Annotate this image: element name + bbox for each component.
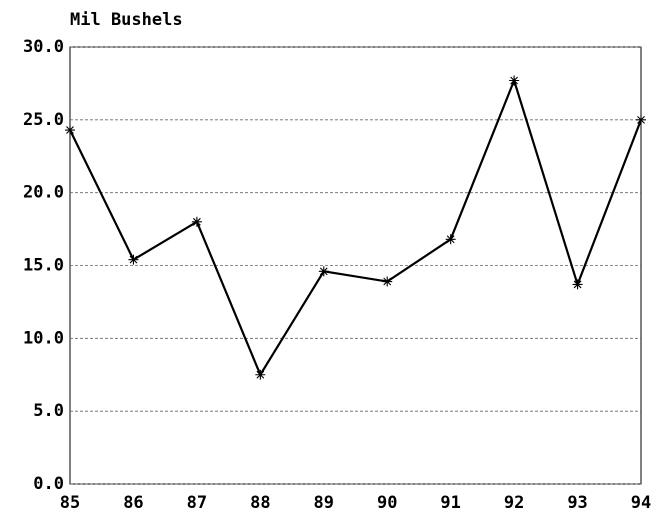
point-marker: [255, 369, 266, 380]
y-tick-label: 0.0: [33, 474, 64, 494]
point-marker: [636, 114, 646, 125]
point-marker: [65, 125, 75, 136]
x-tick-label: 90: [377, 493, 397, 513]
y-tick-label: 30.0: [23, 37, 64, 57]
y-tick-label: 20.0: [23, 183, 64, 203]
x-tick-label: 92: [504, 493, 524, 513]
y-tick-label: 5.0: [33, 401, 64, 421]
y-axis-label: Mil Bushels: [70, 10, 183, 30]
data-line: [69, 77, 643, 378]
y-tick-label: 10.0: [23, 328, 64, 348]
x-tick-label: 94: [631, 493, 651, 513]
x-tick-label: 91: [440, 493, 460, 513]
point-marker: [382, 276, 393, 287]
point-marker: [445, 234, 456, 245]
point-marker: [318, 266, 329, 277]
point-marker: [128, 254, 139, 265]
x-tick-label: 89: [314, 493, 334, 513]
point-marker: [572, 279, 583, 290]
x-tick-label: 87: [187, 493, 207, 513]
x-tick-label: 88: [250, 493, 270, 513]
point-marker: [191, 216, 202, 227]
x-tick-label: 93: [567, 493, 587, 513]
x-tick-label: 86: [123, 493, 143, 513]
y-tick-label: 15.0: [23, 256, 64, 276]
x-tick-label: 85: [60, 493, 80, 513]
y-tick-label: 25.0: [23, 110, 64, 130]
point-marker: [509, 75, 520, 86]
